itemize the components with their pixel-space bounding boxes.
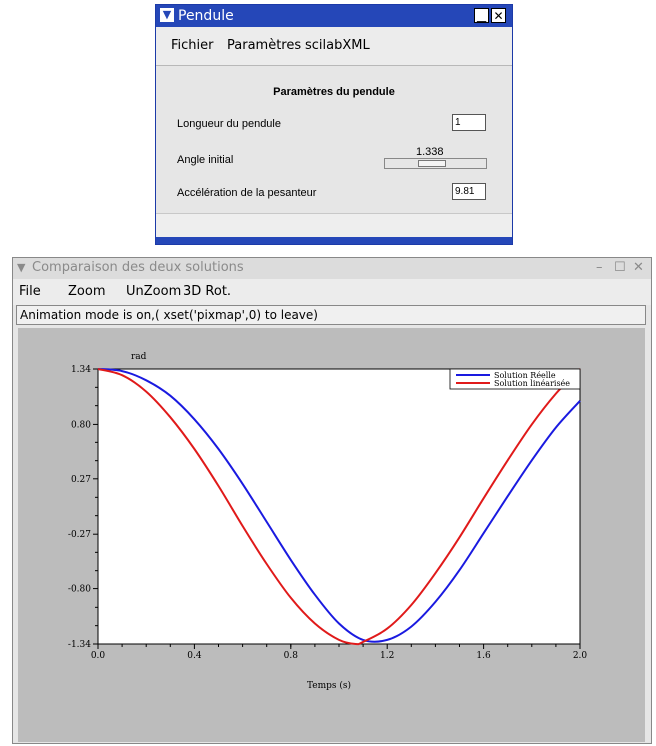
x-tick-label: 2.0 [573, 651, 588, 661]
menu-file[interactable]: File [19, 284, 41, 299]
comparison-window: ▼ Comparaison des deux solutions – ☐ ✕ F… [12, 257, 652, 744]
pendule-statusbar [156, 213, 512, 238]
y-axis-label: rad [131, 352, 147, 362]
longueur-label: Longueur du pendule [177, 118, 281, 130]
pendule-menubar: Fichier Paramètres scilabXML [156, 27, 512, 66]
comparison-menubar: File Zoom UnZoom 3D Rot. [13, 279, 651, 305]
legend-label: Solution Réelle [494, 371, 556, 380]
x-tick-label: 0.8 [284, 651, 299, 661]
pendulum-chart: 0.0 0.4 0.8 1.2 1.6 2.0 1.34 0.80 0.27 -0.27 -0.80… [68, 352, 588, 691]
longueur-input[interactable]: 1 [452, 114, 486, 131]
pendule-window: ▼ Pendule ▁ ✕ Fichier Paramètres scilabX… [155, 4, 513, 245]
plot-area [97, 368, 581, 645]
comparison-window-title: Comparaison des deux solutions [32, 260, 244, 275]
y-tick-label: 0.27 [71, 475, 91, 485]
panel-title: Paramètres du pendule [273, 86, 395, 98]
x-tick-label: 0.4 [187, 651, 202, 661]
menu-scilabxml[interactable]: scilabXML [305, 38, 370, 53]
acceleration-label: Accélération de la pesanteur [177, 187, 317, 199]
minimize-button[interactable]: – [596, 260, 603, 275]
menu-parametres[interactable]: Paramètres [227, 38, 302, 53]
y-tick-label: 0.80 [71, 420, 91, 430]
y-tick-label: -1.34 [68, 640, 91, 650]
parameters-panel: Paramètres du pendule Longueur du pendul… [156, 66, 512, 213]
angle-slider[interactable] [384, 158, 487, 169]
menu-zoom[interactable]: Zoom [68, 284, 106, 299]
graphics-canvas[interactable]: 0.0 0.4 0.8 1.2 1.6 2.0 1.34 0.80 0.27 -0.27 -0.80… [18, 328, 645, 742]
series-line-reelle [97, 368, 581, 643]
pendule-titlebar[interactable]: ▼ Pendule ▁ ✕ [156, 5, 512, 27]
x-axis-label: Temps (s) [307, 680, 351, 691]
minimize-button[interactable]: ▁ [474, 8, 489, 23]
menu-unzoom[interactable]: UnZoom [126, 284, 182, 299]
comparison-titlebar[interactable]: ▼ Comparaison des deux solutions – ☐ ✕ [13, 258, 651, 279]
status-message: Animation mode is on,( xset('pixmap',0) … [16, 305, 646, 325]
y-tick-label: 1.34 [71, 365, 91, 375]
pendule-bottom-band [156, 237, 512, 244]
close-button[interactable]: ✕ [633, 260, 644, 275]
x-tick-label: 0.0 [91, 651, 106, 661]
menu-3d-rot[interactable]: 3D Rot. [183, 284, 232, 299]
y-tick-label: -0.80 [68, 585, 91, 595]
angle-slider-value: 1.338 [416, 146, 444, 158]
acceleration-input[interactable]: 9.81 [452, 183, 486, 200]
x-tick-label: 1.6 [476, 651, 491, 661]
menu-fichier[interactable]: Fichier [171, 38, 214, 53]
legend-label: Solution linéarisée [494, 379, 570, 388]
window-menu-chevron-icon[interactable]: ▼ [160, 8, 174, 22]
series-line-linearisee [97, 368, 581, 646]
pendule-window-title: Pendule [178, 8, 234, 24]
angle-slider-thumb[interactable] [418, 160, 446, 167]
x-tick-label: 1.2 [380, 651, 394, 661]
angle-label: Angle initial [177, 154, 234, 166]
close-button[interactable]: ✕ [491, 8, 506, 23]
maximize-button[interactable]: ☐ [614, 260, 626, 275]
y-tick-label: -0.27 [68, 530, 91, 540]
window-menu-chevron-icon[interactable]: ▼ [17, 261, 26, 274]
